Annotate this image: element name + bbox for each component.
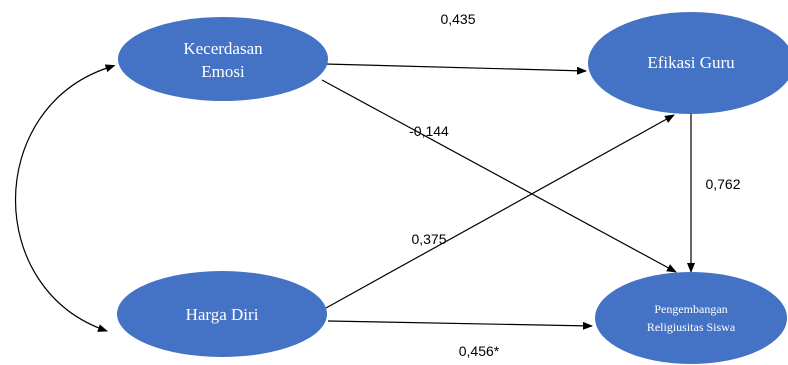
edge-label-emosi-efikasi: 0,435 <box>440 11 475 27</box>
edge-label-harga-efikasi: 0,375 <box>411 231 446 247</box>
edge-harga-efikasi <box>325 114 675 309</box>
edge-label-efikasi-pengembangan: 0,762 <box>705 176 740 192</box>
node-efikasi-guru: Efikasi Guru <box>588 12 788 114</box>
node-pengembangan-religiusitas: Pengembangan Religiusitas Siswa <box>595 272 787 364</box>
node-kecerdasan-emosi-shape <box>118 17 328 101</box>
node-pengembangan-shape <box>595 272 787 364</box>
edge-correlation-curve <box>15 64 116 332</box>
node-pengembangan-line1: Pengembangan <box>654 302 727 316</box>
node-harga-diri-shape <box>117 271 327 357</box>
edge-emosi-pengembangan <box>321 79 677 273</box>
node-kecerdasan-emosi: Kecerdasan Emosi <box>118 17 328 101</box>
node-efikasi-guru-shape <box>588 12 788 114</box>
edge-label-harga-pengembangan: 0,456* <box>459 343 500 359</box>
node-harga-diri-label: Harga Diri <box>186 305 259 324</box>
edge-harga-pengembangan <box>327 320 593 330</box>
node-harga-diri: Harga Diri <box>117 271 327 357</box>
node-pengembangan-line2: Religiusitas Siswa <box>647 320 736 334</box>
node-efikasi-guru-label: Efikasi Guru <box>647 53 735 72</box>
edge-emosi-efikasi <box>324 63 587 75</box>
node-kecerdasan-emosi-line1: Kecerdasan <box>183 39 263 58</box>
edge-label-emosi-pengembangan: -0,144 <box>409 123 449 139</box>
node-kecerdasan-emosi-line2: Emosi <box>201 62 245 81</box>
